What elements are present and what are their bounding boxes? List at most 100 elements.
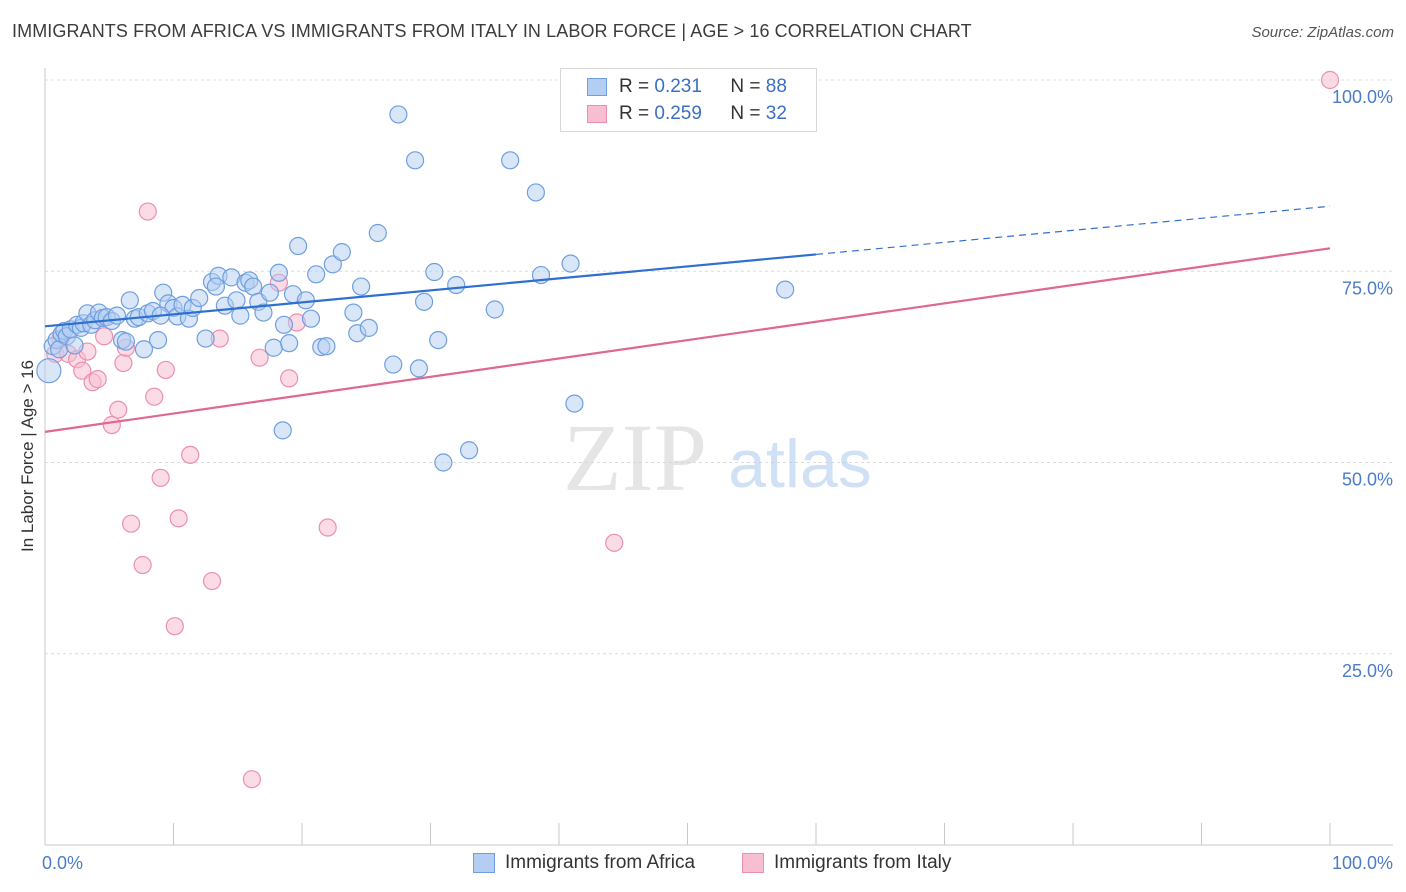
italy-point [73, 361, 92, 380]
legend-n-label: N = [730, 76, 761, 97]
legend-row-africa: R = 0.231 N = 88 [587, 76, 787, 98]
africa-point [120, 291, 139, 310]
legend-r-africa: 0.231 [654, 76, 702, 97]
legend-n-label: N = [730, 103, 761, 124]
trend-line-africa [44, 253, 817, 328]
africa-point [389, 105, 408, 124]
africa-point [368, 223, 387, 243]
africa-point [459, 441, 479, 460]
africa-point [260, 283, 279, 302]
y-tick-label: 50.0% [1342, 470, 1393, 490]
africa-point [206, 277, 226, 296]
legend-n-africa: 88 [765, 76, 787, 97]
series-legend-africa: Immigrants from Africa [473, 852, 695, 874]
italy-point [242, 770, 261, 789]
africa-point [274, 315, 294, 334]
africa-point [273, 421, 292, 440]
legend-r-label: R = [619, 103, 650, 124]
africa-point [264, 338, 283, 357]
grid-lines [45, 79, 1393, 655]
watermark: ZIP atlas [563, 404, 872, 511]
africa-point [501, 151, 520, 170]
africa-point [344, 303, 363, 322]
series-legend: Immigrants from Africa Immigrants from I… [0, 852, 1406, 876]
africa-point [429, 331, 448, 350]
africa-point [414, 292, 434, 311]
y-tick-label: 25.0% [1342, 661, 1393, 681]
italy-point [109, 400, 128, 419]
africa-point [485, 300, 504, 319]
italy-point [156, 360, 175, 380]
italy-point [151, 468, 170, 487]
legend-row-italy: R = 0.259 N = 32 [587, 103, 787, 125]
italy-point [133, 555, 152, 575]
africa-point [434, 453, 453, 472]
tick-labels: 25.0% 50.0% 75.0% 100.0% 0.0% 100.0% [42, 87, 1393, 873]
italy-point [181, 445, 200, 464]
italy-point [318, 518, 337, 537]
africa-point [317, 337, 336, 356]
watermark-atlas: atlas [728, 426, 872, 502]
africa-point [561, 254, 580, 273]
italy-point [1320, 70, 1340, 90]
legend-swatch-italy [587, 105, 607, 123]
watermark-zip: ZIP [563, 404, 707, 511]
africa-point [190, 288, 209, 308]
africa-point [447, 275, 466, 295]
africa-point [425, 262, 444, 282]
africa-point [116, 332, 136, 351]
africa-point [526, 183, 545, 202]
africa-point [384, 355, 403, 374]
x-tick-label: 100.0% [1332, 853, 1393, 873]
africa-point [227, 291, 246, 310]
africa-point [296, 291, 315, 310]
axes [44, 68, 1393, 846]
legend-swatch-africa [587, 78, 607, 96]
italy-point [95, 327, 114, 346]
africa-point [65, 336, 84, 355]
africa-point [36, 358, 62, 384]
africa-point [134, 340, 154, 359]
stats-legend: R = 0.231 N = 88 R = 0.259 N = 32 [560, 68, 817, 132]
africa-point [359, 318, 378, 337]
italy-point [114, 353, 133, 373]
africa-point [289, 236, 308, 256]
x-tick-label: 0.0% [42, 853, 83, 873]
trend-line-africa-extrapolated [815, 205, 1331, 256]
italy-point [165, 617, 184, 636]
y-tick-label: 100.0% [1332, 87, 1393, 107]
series-legend-swatch-italy [742, 853, 764, 873]
africa-point [307, 265, 326, 284]
italy-point [280, 369, 299, 388]
africa-point [269, 263, 288, 282]
africa-point [409, 359, 429, 378]
italy-point [138, 202, 157, 221]
africa-point [280, 334, 299, 353]
series-legend-label-italy: Immigrants from Italy [774, 852, 952, 873]
africa-point [332, 243, 351, 262]
series-legend-swatch-africa [473, 853, 495, 873]
italy-point [202, 571, 222, 591]
legend-r-label: R = [619, 76, 650, 97]
series-legend-label-africa: Immigrants from Africa [505, 852, 696, 873]
africa-point [776, 280, 795, 299]
italy-point [145, 387, 164, 406]
trend-line-italy [44, 247, 1331, 433]
italy-point [250, 348, 269, 367]
italy-point [121, 514, 141, 533]
africa-point [352, 277, 371, 296]
africa-point [323, 255, 342, 274]
italy-point [102, 415, 121, 435]
y-tick-label: 75.0% [1342, 278, 1393, 298]
africa-point [405, 151, 425, 170]
trend-lines [44, 205, 1331, 433]
italy-point [169, 509, 188, 528]
africa-point [107, 306, 127, 325]
africa-point [301, 309, 321, 328]
africa-point [254, 303, 273, 322]
africa-point [148, 331, 168, 350]
italy-point [88, 370, 107, 389]
source-credit: Source: ZipAtlas.com [1251, 24, 1394, 41]
legend-n-italy: 32 [765, 103, 787, 124]
